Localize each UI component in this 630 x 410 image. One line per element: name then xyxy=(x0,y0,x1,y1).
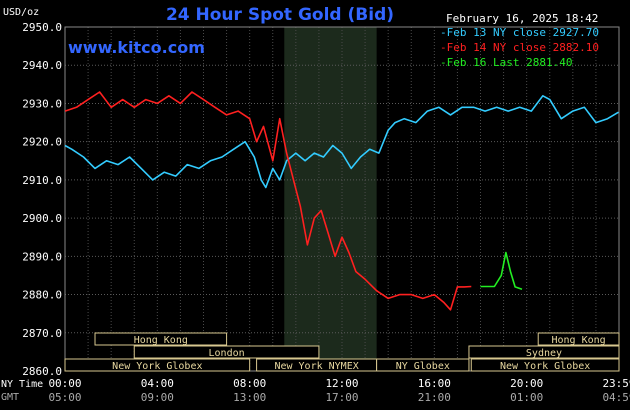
x-tick-label-gmt: 17:00 xyxy=(325,391,358,404)
series-line-1 xyxy=(64,91,472,311)
x-tick-label-ny: 20:00 xyxy=(510,377,543,390)
legend-text: Feb 14 NY close 2882.10 xyxy=(446,41,599,54)
x-tick-label-ny: 04:00 xyxy=(141,377,174,390)
x-tick-label-gmt: 09:00 xyxy=(141,391,174,404)
chart-datestamp: February 16, 2025 18:42 xyxy=(446,12,599,25)
y-axis-unit: USD/oz xyxy=(3,7,40,18)
ny-time-label: NY Time xyxy=(1,379,44,390)
market-session-label: Hong Kong xyxy=(552,335,606,346)
ny-session-shading xyxy=(284,27,377,371)
website-link[interactable]: www.kitco.com xyxy=(68,38,205,57)
x-tick-label-ny: 16:00 xyxy=(418,377,451,390)
market-session-bar xyxy=(376,358,470,372)
x-tick-label-ny: 12:00 xyxy=(325,377,358,390)
x-tick-label-gmt: 13:00 xyxy=(233,391,266,404)
market-session-label: Hong Kong xyxy=(134,335,188,346)
gmt-time-label: GMT xyxy=(1,392,20,403)
legend-text: Feb 13 NY close 2927.70 xyxy=(446,26,599,39)
market-session-label: New York NYMEX xyxy=(274,361,358,372)
market-session-bar xyxy=(94,332,228,346)
market-session-label: London xyxy=(209,348,245,359)
x-tick-label-ny: 00:00 xyxy=(48,377,81,390)
y-tick-label: 2880.0 xyxy=(22,289,62,302)
market-session-bar xyxy=(470,358,620,372)
series-line-2 xyxy=(480,251,523,290)
x-tick-label-gmt: 05:00 xyxy=(48,391,81,404)
y-tick-label: 2940.0 xyxy=(22,59,62,72)
y-tick-label: 2910.0 xyxy=(22,174,62,187)
market-session-label: New York Globex xyxy=(112,361,202,372)
legend-item-feb14: -Feb 14 NY close 2882.10 xyxy=(440,41,599,54)
market-session-label: Sydney xyxy=(526,348,562,359)
y-tick-label: 2900.0 xyxy=(22,212,62,225)
y-tick-label: 2920.0 xyxy=(22,136,62,149)
legend-item-feb16: -Feb 16 Last 2881.40 xyxy=(440,56,573,69)
chart-legend: -Feb 13 NY close 2927.70 -Feb 14 NY clos… xyxy=(440,25,599,70)
y-tick-label: 2870.0 xyxy=(22,327,62,340)
market-session-bar xyxy=(468,345,620,359)
x-tick-label-gmt: 04:59 xyxy=(602,391,630,404)
y-tick-label: 2930.0 xyxy=(22,97,62,110)
y-tick-label: 2950.0 xyxy=(22,21,62,34)
chart-title: 24 Hour Spot Gold (Bid) xyxy=(165,5,395,25)
legend-text: Feb 16 Last 2881.40 xyxy=(446,56,573,69)
market-session-bar xyxy=(133,345,320,359)
x-tick-label-ny: 08:00 xyxy=(233,377,266,390)
y-tick-label: 2890.0 xyxy=(22,250,62,263)
x-tick-label-gmt: 21:00 xyxy=(418,391,451,404)
x-tick-label-ny: 23:59 xyxy=(602,377,630,390)
market-session-bar xyxy=(537,332,620,346)
series-line-0 xyxy=(64,95,619,189)
legend-item-feb13: -Feb 13 NY close 2927.70 xyxy=(440,26,599,39)
y-tick-label: 2860.0 xyxy=(22,365,62,378)
market-session-label: NY Globex xyxy=(396,361,450,372)
market-session-label: New York Globex xyxy=(500,361,590,372)
x-tick-label-gmt: 01:00 xyxy=(510,391,543,404)
market-session-bar xyxy=(64,358,251,372)
